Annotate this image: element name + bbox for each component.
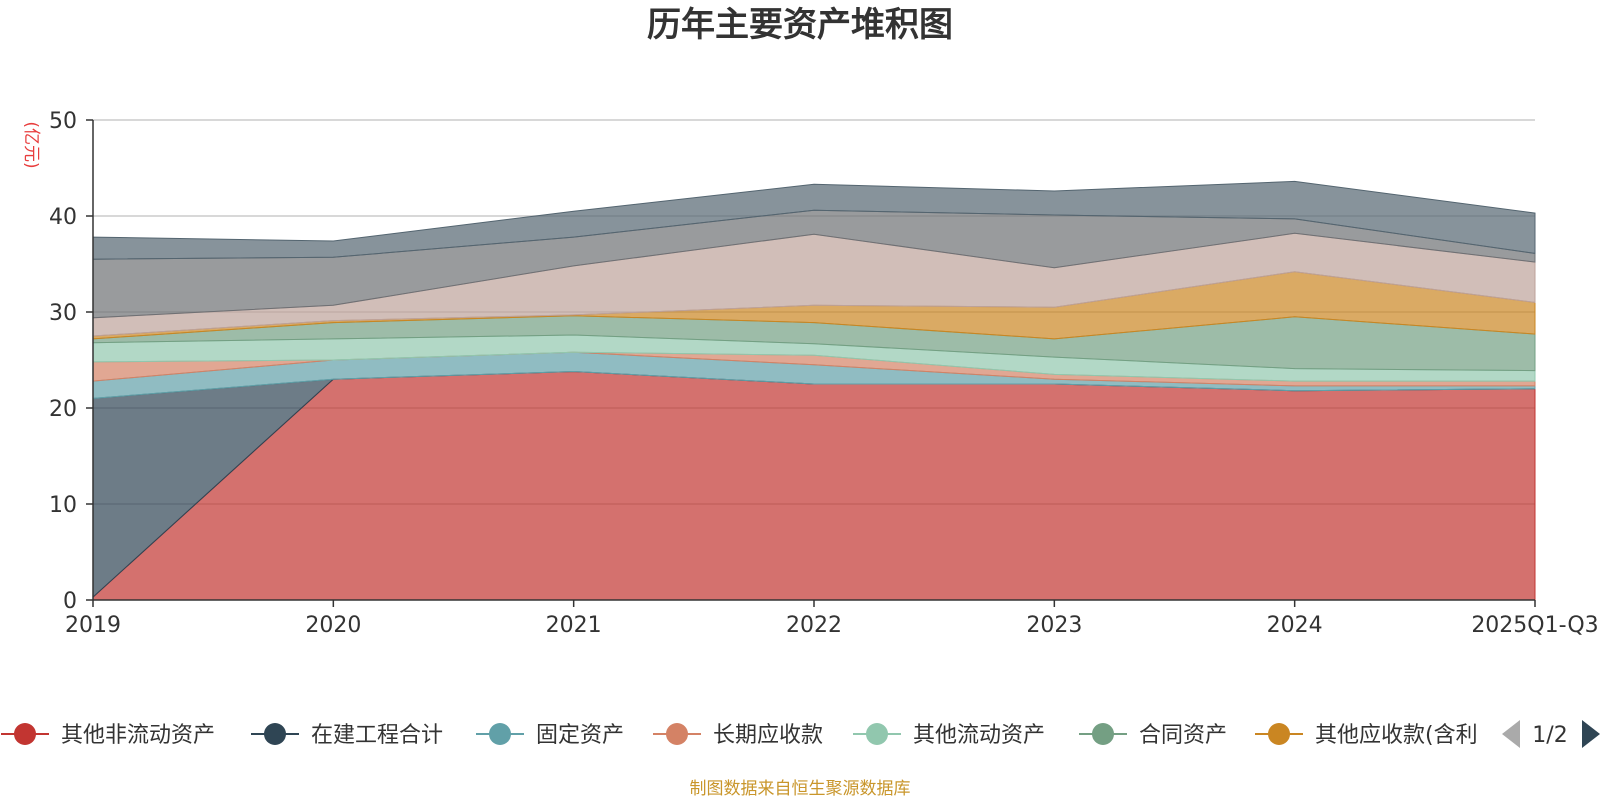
legend-label: 合同资产 [1139,723,1227,748]
data-source-note: 制图数据来自恒生聚源数据库 [690,779,911,799]
legend-marker-icon [1092,723,1114,745]
y-axis-unit-label: (亿元) [21,121,41,168]
legend-marker-icon [866,723,888,745]
y-tick-label: 30 [49,301,77,326]
x-tick-label: 2024 [1267,613,1323,638]
legend: 其他非流动资产 在建工程合计 固定资产 长期应收款 其他流动资产 合同资产 其他应收款(含利 [1,723,1478,748]
legend-page-indicator: 1/2 [1532,723,1567,748]
chart-title: 历年主要资产堆积图 [647,5,953,45]
legend-item-7[interactable]: 其他应收款(含利 [1255,723,1478,748]
legend-pager: 1/2 [1502,720,1600,748]
x-tick-label: 2025Q1-Q3 [1471,613,1598,638]
y-tick-label: 50 [49,109,77,134]
y-tick-label: 40 [49,205,77,230]
legend-marker-icon [264,723,286,745]
x-tick-label: 2019 [65,613,121,638]
area-series-layer [92,180,1536,601]
legend-item-6[interactable]: 合同资产 [1079,723,1227,748]
legend-next-page-icon[interactable] [1582,720,1600,748]
x-tick-label: 2021 [546,613,602,638]
legend-item-5[interactable]: 其他流动资产 [853,723,1045,748]
area-series-10[interactable] [92,180,1536,260]
legend-label: 在建工程合计 [311,723,443,748]
axes: 0 10 20 30 40 50 2019 2020 2021 2022 2023 2024 2025Q… [49,109,1599,638]
legend-marker-icon [489,723,511,745]
legend-marker-icon [1268,723,1290,745]
x-tick-label: 2023 [1026,613,1082,638]
legend-marker-icon [666,723,688,745]
legend-label: 固定资产 [536,723,624,748]
legend-label: 其他流动资产 [913,723,1045,748]
legend-item-3[interactable]: 固定资产 [476,723,624,748]
y-tick-label: 20 [49,397,77,422]
legend-item-4[interactable]: 长期应收款 [653,723,823,748]
legend-item-1[interactable]: 其他非流动资产 [1,723,215,748]
area-series-1[interactable] [92,370,1536,601]
x-tick-label: 2022 [786,613,842,638]
y-tick-label: 0 [63,589,77,614]
legend-prev-page-icon[interactable] [1502,720,1520,748]
legend-label: 长期应收款 [713,723,823,748]
legend-label: 其他应收款(含利 [1315,723,1478,748]
legend-marker-icon [14,723,36,745]
y-tick-label: 10 [49,493,77,518]
legend-item-2[interactable]: 在建工程合计 [251,723,443,748]
legend-label: 其他非流动资产 [61,723,215,748]
x-tick-label: 2020 [305,613,361,638]
